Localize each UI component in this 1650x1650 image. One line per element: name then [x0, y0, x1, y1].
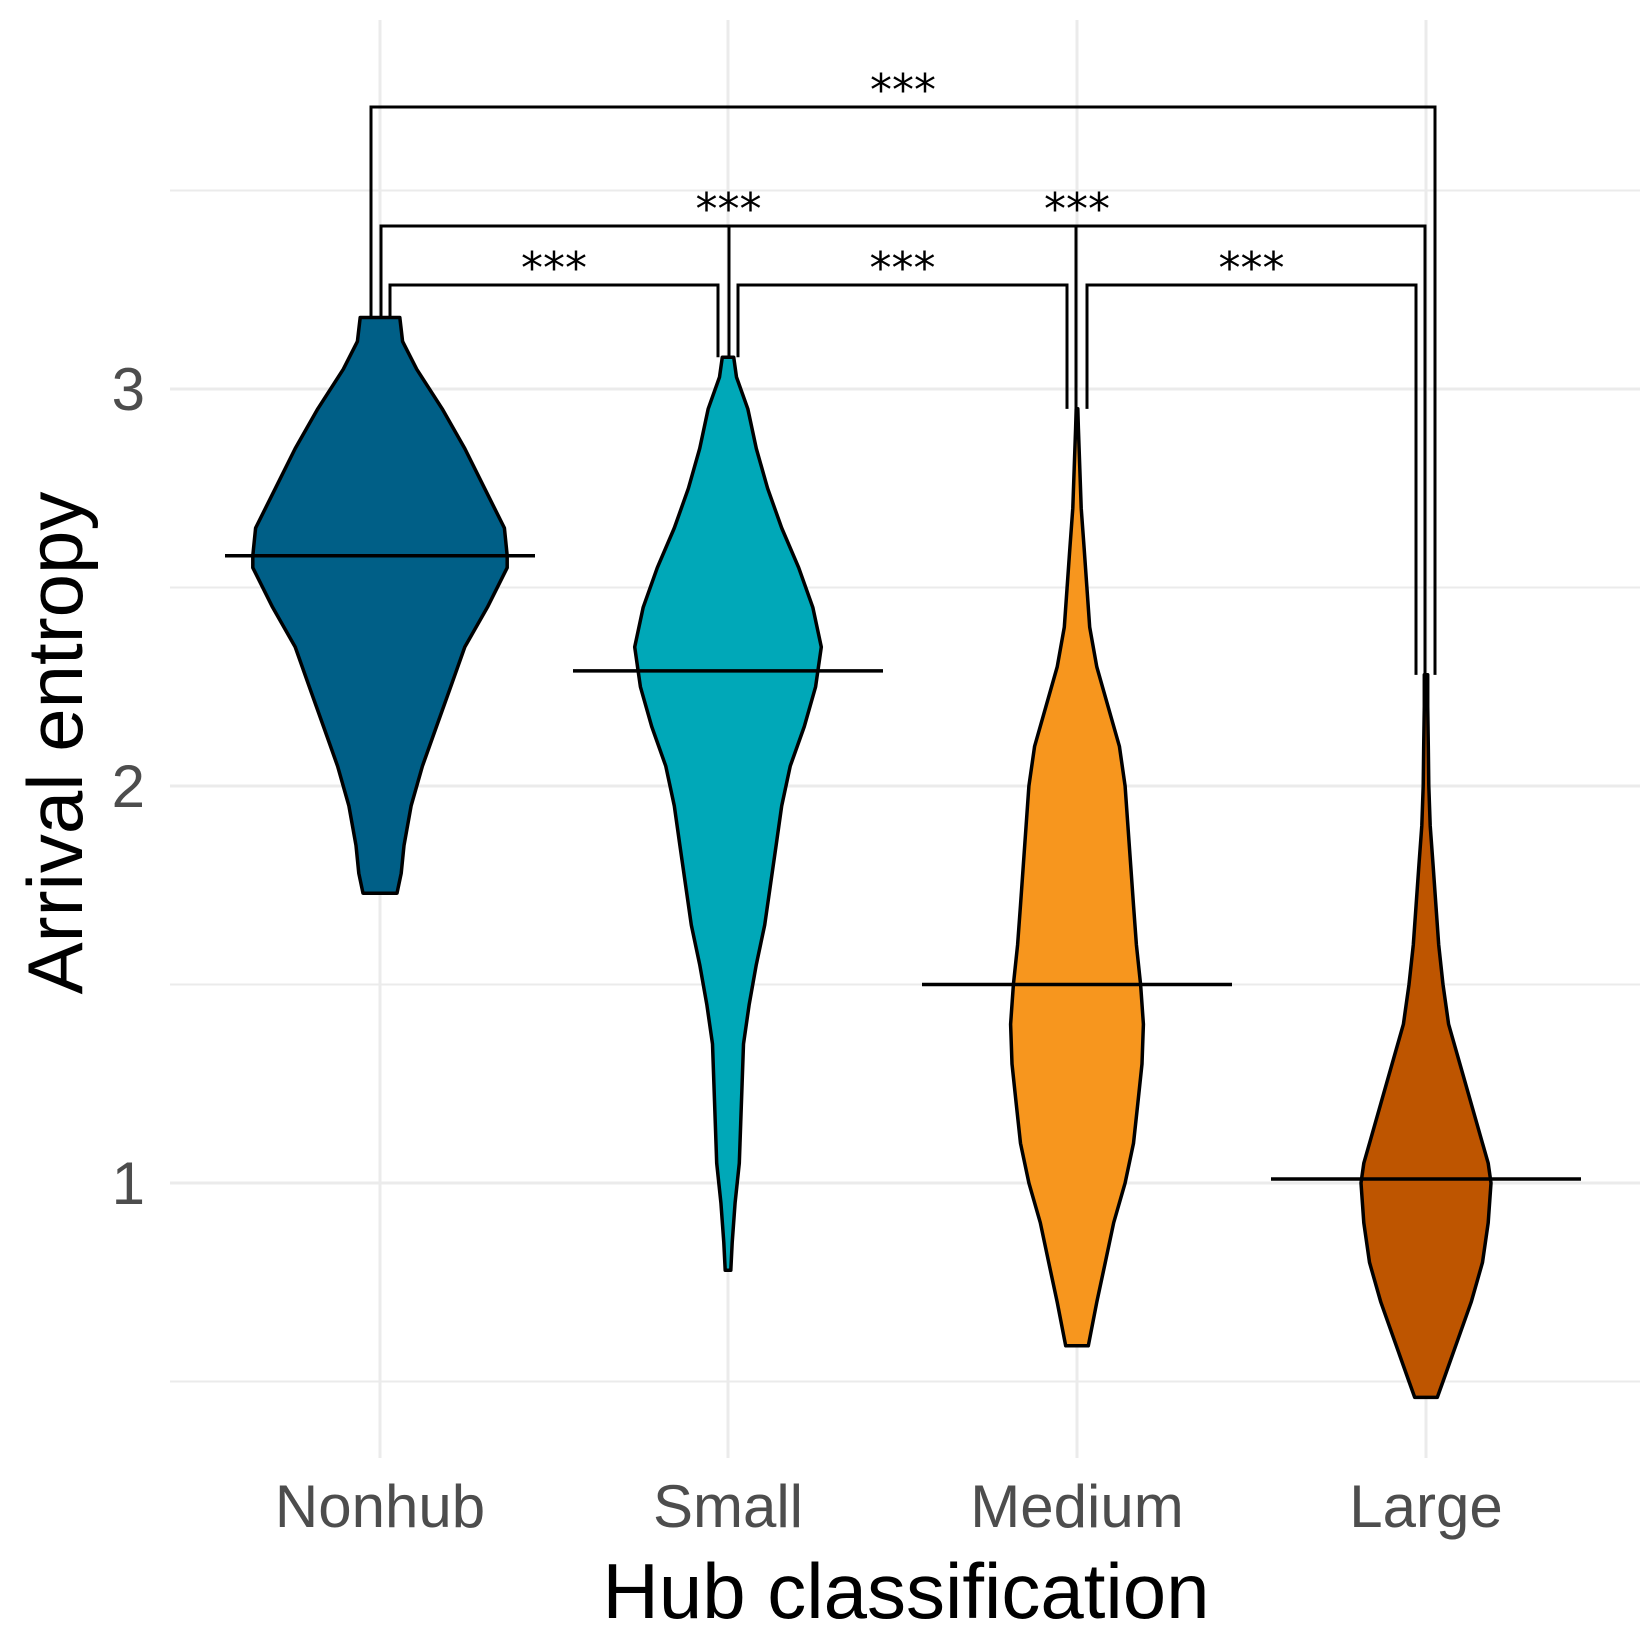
violin-large — [1359, 673, 1493, 1400]
significance-label: *** — [870, 243, 936, 294]
bracket-nonhub-small — [388, 283, 720, 358]
significance-label: *** — [521, 243, 587, 294]
x-tick-label: Small — [653, 1473, 803, 1540]
significance-brackets: *** *** ****** ****** — [369, 65, 1437, 675]
bracket-small-medium — [736, 283, 1069, 409]
x-axis-title: Hub classification — [603, 1547, 1210, 1635]
x-tick-label: Medium — [970, 1473, 1183, 1540]
y-tick-label: 2 — [112, 753, 145, 820]
x-tick-label: Nonhub — [275, 1473, 485, 1540]
tick-labels: 1 2 3 Nonhub Small Medium Large — [112, 356, 1503, 1540]
violin-medium — [1008, 407, 1146, 1348]
significance-label: *** — [1219, 243, 1285, 294]
bracket-medium-large — [1085, 283, 1418, 675]
violins — [225, 315, 1581, 1400]
x-tick-label: Large — [1349, 1473, 1502, 1540]
significance-label: *** — [1044, 184, 1110, 235]
violin-small — [632, 355, 824, 1273]
violin-nonhub — [251, 315, 509, 895]
y-axis-title: Arrival entropy — [11, 492, 99, 995]
significance-label: *** — [870, 65, 936, 116]
y-tick-label: 1 — [112, 1150, 145, 1217]
y-tick-label: 3 — [112, 356, 145, 423]
bracket-small-large — [727, 224, 1427, 675]
bracket-nonhub-large — [369, 105, 1437, 675]
